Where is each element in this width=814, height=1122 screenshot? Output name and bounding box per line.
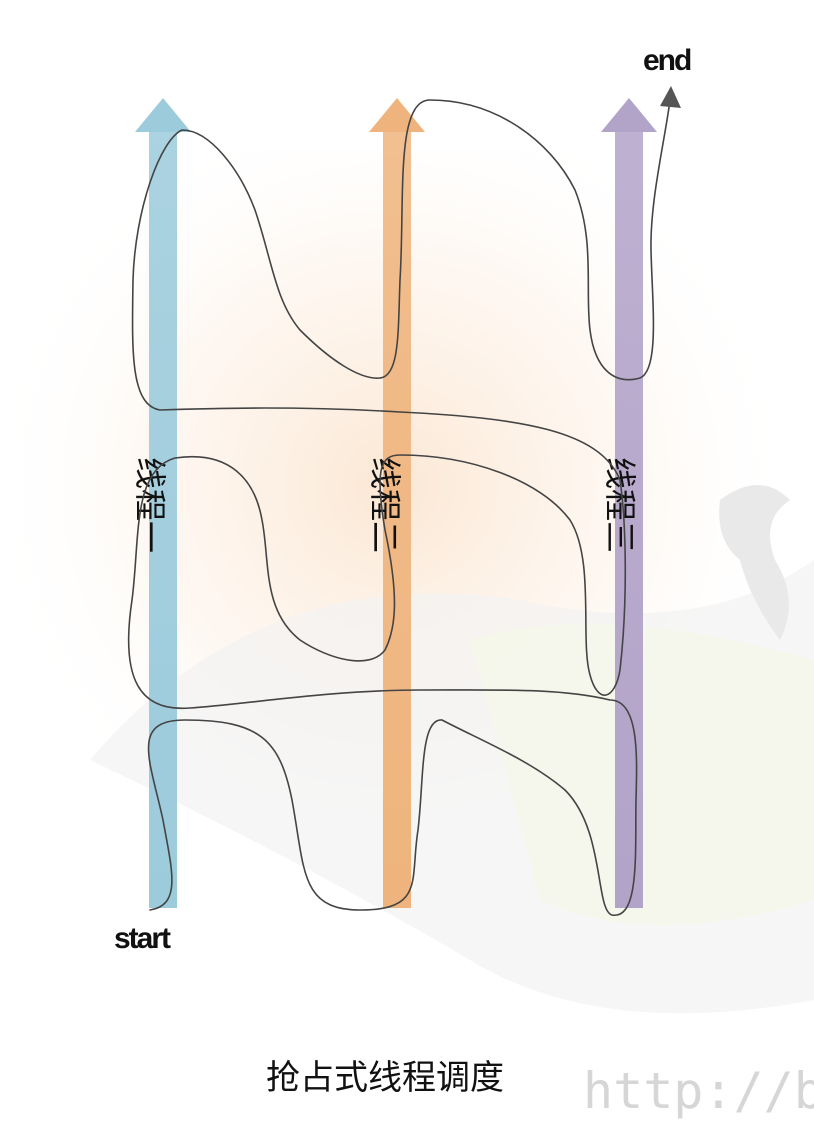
- end-label: end: [643, 44, 691, 77]
- thread-2-arrow: [369, 98, 425, 908]
- thread-2-label: 线程二: [366, 457, 404, 553]
- end-arrowhead: [660, 86, 681, 108]
- diagram-caption: 抢占式线程调度: [266, 1058, 504, 1098]
- background-logo-mark: [719, 485, 790, 640]
- watermark-url: http://b: [583, 1062, 814, 1120]
- execution-flow-line: [127, 99, 671, 916]
- thread-3-label: 线程三: [601, 457, 639, 553]
- thread-3-arrow: [601, 98, 657, 908]
- start-label: start: [114, 922, 171, 955]
